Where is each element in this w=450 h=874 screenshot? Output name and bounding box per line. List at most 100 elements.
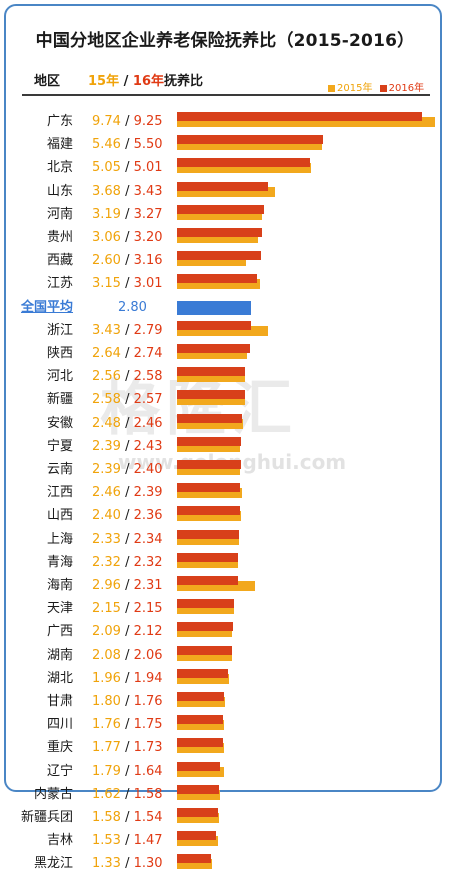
value-2016-label: 2.36 — [133, 508, 163, 524]
value-separator: / — [120, 392, 134, 408]
value-2015-label: 1.58 — [92, 810, 121, 825]
value-2015-label: 5.05 — [92, 160, 121, 176]
region-label: 云南 — [46, 462, 73, 477]
value-2015-label: 2.39 — [92, 462, 121, 477]
value-separator: / — [120, 717, 134, 733]
value-label: 5.46 / 5.50 — [92, 135, 163, 155]
value-label: 3.15 / 3.01 — [92, 274, 163, 294]
table-row: 新疆 2.58 / 2.57 — [0, 390, 450, 410]
table-row: 海南 2.96 / 2.31 — [0, 576, 450, 596]
header-2016-label: 16年 — [132, 74, 164, 89]
region-label: 吉林 — [46, 833, 73, 849]
bar-2015 — [177, 650, 233, 661]
bar-2016 — [177, 251, 261, 261]
value-2016-label: 3.20 — [133, 230, 163, 245]
value-label: 2.15 / 2.15 — [92, 599, 163, 619]
value-separator: / — [120, 485, 134, 501]
average-label[interactable]: 全国平均 — [20, 299, 73, 315]
value-separator: / — [120, 346, 134, 361]
value-label: 3.68 / 3.43 — [92, 182, 163, 202]
value-label: 1.53 / 1.47 — [92, 831, 163, 851]
value-separator: / — [120, 508, 134, 524]
value-2016-label: 3.01 — [133, 276, 163, 292]
legend: 2015年 2016年 — [328, 79, 424, 94]
value-2016-label: 2.79 — [133, 322, 163, 338]
value-label: 3.43 / 2.79 — [92, 321, 163, 341]
table-row: 四川 1.76 / 1.75 — [0, 715, 450, 735]
table-row: 河南 3.19 / 3.27 — [0, 204, 450, 225]
region-label: 新疆 — [46, 392, 73, 408]
value-2015-label: 3.06 — [92, 230, 121, 245]
value-separator: / — [120, 578, 134, 593]
table-row: 北京 5.05 / 5.01 — [0, 158, 450, 178]
bar-2015 — [177, 140, 322, 151]
table-row: 河北 2.56 / 2.58 — [0, 367, 450, 387]
value-2016-label: 1.30 — [133, 856, 163, 872]
region-label: 重庆 — [46, 740, 73, 756]
value-2015-label: 1.96 — [92, 670, 121, 686]
value-separator: / — [120, 230, 134, 245]
bar-2015 — [177, 488, 243, 499]
region-label: 广东 — [46, 114, 73, 129]
bar-2016 — [177, 715, 224, 725]
value-separator: / — [120, 833, 134, 849]
value-2016-label: 1.94 — [133, 670, 163, 686]
value-label: 1.79 / 1.64 — [92, 762, 163, 782]
value-2015-label: 3.68 — [92, 183, 121, 199]
value-2015-label: 2.40 — [92, 508, 121, 524]
region-label: 江西 — [46, 485, 73, 501]
value-2015-label: 1.62 — [92, 786, 121, 802]
value-2016-label: 1.76 — [133, 694, 163, 709]
value-label: 2.56 / 2.58 — [92, 367, 163, 387]
value-label: 2.32 / 2.32 — [92, 553, 163, 573]
value-separator: / — [120, 137, 134, 153]
value-2016-label: 5.01 — [133, 160, 163, 176]
value-label: 3.06 / 3.20 — [92, 228, 163, 248]
bar-2015 — [177, 557, 239, 568]
table-row: 福建 5.46 / 5.50 — [0, 135, 450, 155]
bar-2016 — [177, 181, 268, 191]
region-label: 湖北 — [46, 670, 73, 686]
table-row: 广西 2.09 / 2.12 — [0, 622, 450, 642]
bar-2015 — [177, 279, 261, 290]
value-label: 1.62 / 1.58 — [92, 785, 163, 805]
value-2016-label: 1.58 — [133, 786, 163, 802]
value-2016-label: 2.57 — [133, 392, 163, 408]
value-label: 2.08 / 2.06 — [92, 646, 163, 666]
value-2016-label: 2.31 — [133, 578, 163, 593]
value-2016-label: 9.25 — [133, 114, 163, 129]
bar-2015 — [177, 465, 241, 475]
table-row: 新疆兵团 1.58 / 1.54 — [0, 808, 450, 828]
table-row: 辽宁 1.79 / 1.64 — [0, 761, 450, 782]
table-row: 宁夏 2.39 / 2.43 — [0, 436, 450, 457]
bar-2016 — [177, 668, 229, 678]
value-separator: / — [120, 624, 134, 640]
legend-label-2016: 2016年 — [388, 83, 425, 94]
value-2015-label: 2.32 — [92, 554, 121, 570]
region-label: 青海 — [46, 554, 73, 570]
value-2016-label: 2.39 — [133, 485, 163, 501]
bar-2016 — [177, 808, 218, 817]
table-row: 天津 2.15 / 2.15 — [0, 599, 450, 619]
table-row: 重庆 1.77 / 1.73 — [0, 738, 450, 758]
bar-2015 — [177, 325, 268, 336]
bar-2015 — [177, 766, 225, 777]
bar-2016 — [177, 506, 240, 516]
value-separator: / — [120, 810, 134, 825]
region-label: 山西 — [46, 508, 73, 524]
value-2015-label: 9.74 — [92, 114, 121, 129]
value-separator: / — [120, 763, 134, 779]
bar-2015 — [177, 743, 224, 754]
bar-2015 — [177, 441, 241, 452]
bar-2016 — [177, 784, 219, 794]
bar-2015 — [177, 627, 233, 638]
bar-2016 — [177, 552, 239, 562]
value-label: 2.58 / 2.57 — [92, 390, 163, 410]
value-separator: / — [120, 601, 134, 617]
value-separator: / — [120, 554, 134, 570]
bar-2015 — [177, 604, 234, 615]
value-label: 2.96 / 2.31 — [92, 576, 163, 596]
value-2015-label: 2.09 — [92, 624, 121, 640]
value-separator: / — [120, 322, 134, 338]
value-label: 2.80 — [118, 299, 147, 315]
